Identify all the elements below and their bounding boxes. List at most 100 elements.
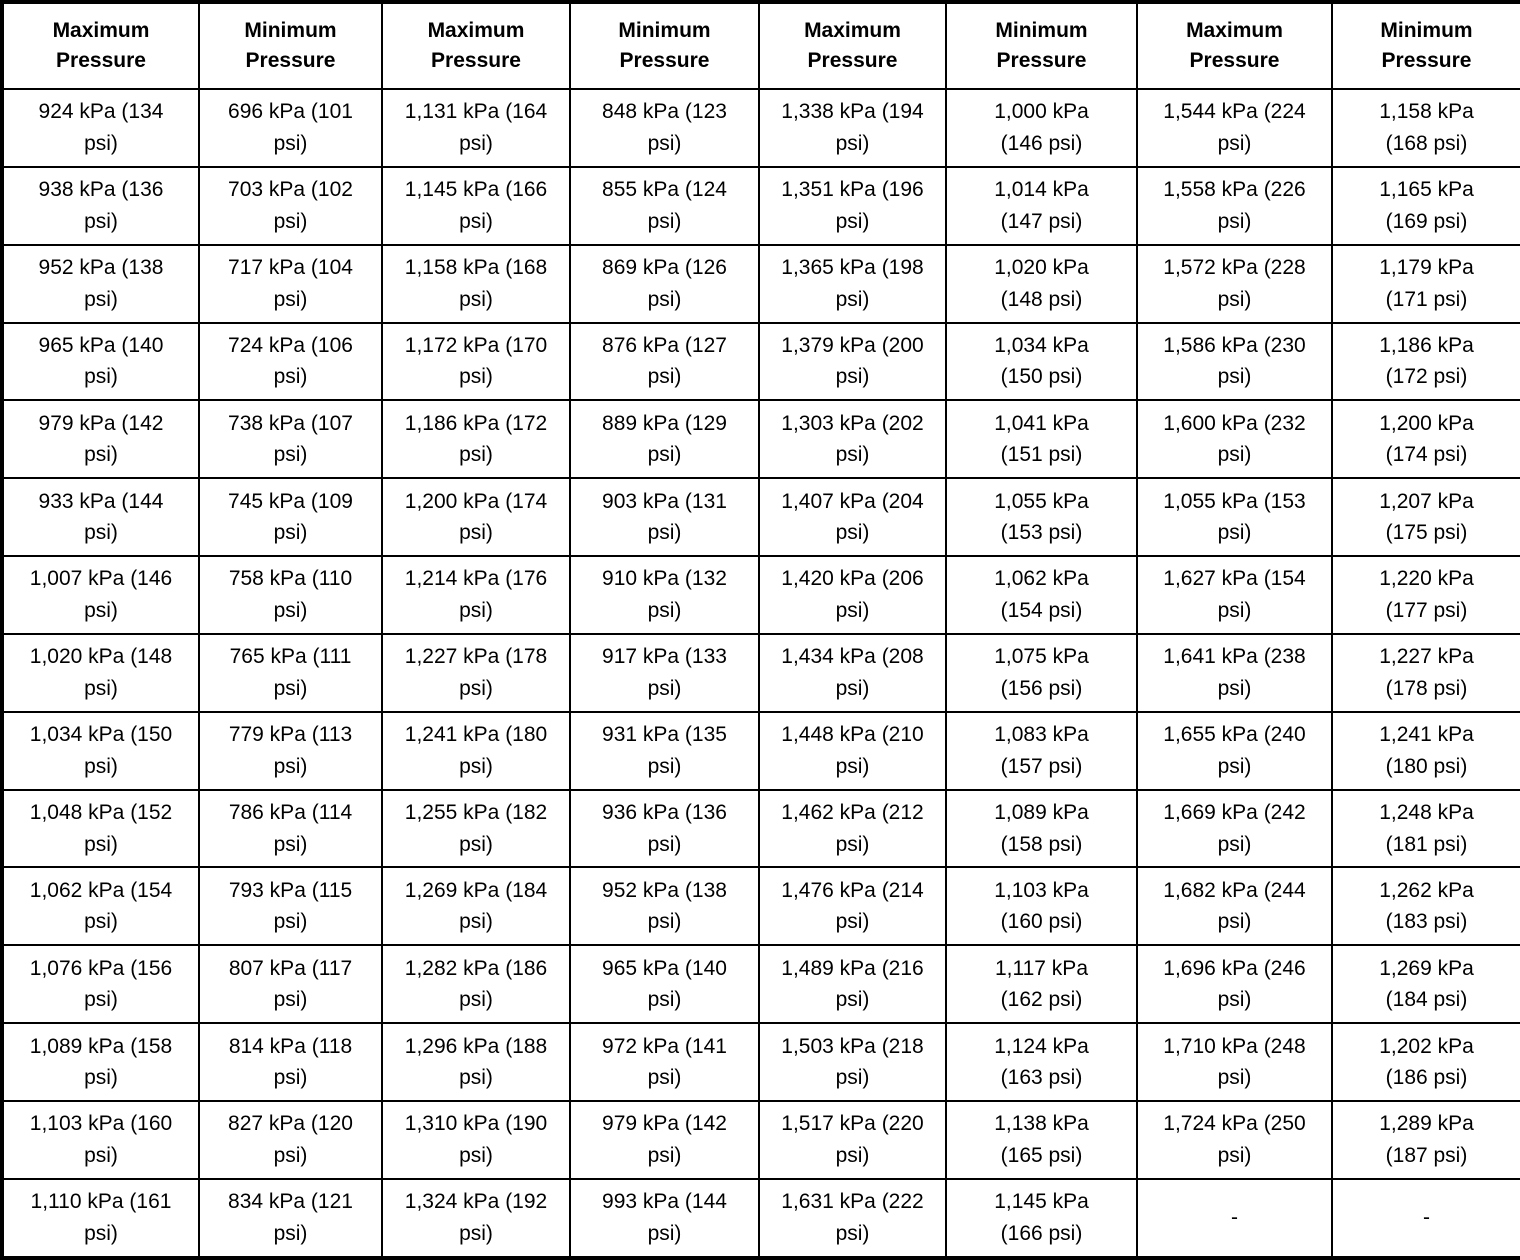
- header-row: Maximum Pressure Minimum Pressure Maximum …: [1, 1, 1520, 90]
- table-cell: 1,034 kPa (150 psi): [1, 710, 200, 791]
- table-cell: 1,289 kPa (187 psi): [1331, 1099, 1520, 1180]
- table-cell: 931 kPa (135 psi): [569, 710, 760, 791]
- table-cell: 827 kPa (120 psi): [198, 1099, 383, 1180]
- table-cell: 1,544 kPa (224 psi): [1136, 88, 1333, 168]
- table-cell: 1,220 kPa (177 psi): [1331, 555, 1520, 635]
- table-cell: 1,083 kPa (157 psi): [945, 710, 1138, 791]
- table-cell: 1,103 kPa (160 psi): [945, 866, 1138, 947]
- table-cell: 1,075 kPa (156 psi): [945, 632, 1138, 713]
- table-cell: 1,462 kPa (212 psi): [758, 788, 947, 869]
- table-cell: 1,007 kPa (146 psi): [1, 555, 200, 635]
- table-cell: 1,158 kPa (168 psi): [381, 243, 571, 324]
- table-cell: 972 kPa (141 psi): [569, 1022, 760, 1102]
- table-cell: 1,379 kPa (200 psi): [758, 321, 947, 402]
- table-cell: 1,145 kPa (166 psi): [945, 1177, 1138, 1260]
- table-cell: 1,262 kPa (183 psi): [1331, 866, 1520, 947]
- table-cell: -: [1136, 1177, 1333, 1260]
- table-cell: 1,014 kPa (147 psi): [945, 165, 1138, 246]
- table-cell: 1,200 kPa (174 psi): [1331, 399, 1520, 480]
- table-cell: 1,641 kPa (238 psi): [1136, 632, 1333, 713]
- table-cell: 1,420 kPa (206 psi): [758, 555, 947, 635]
- table-cell: 965 kPa (140 psi): [1, 321, 200, 402]
- header-cell: Maximum Pressure: [1, 1, 200, 90]
- table-cell: 1,089 kPa (158 psi): [1, 1022, 200, 1102]
- table-cell: 1,655 kPa (240 psi): [1136, 710, 1333, 791]
- table-cell: 1,600 kPa (232 psi): [1136, 399, 1333, 480]
- table-cell: 1,055 kPa (153 psi): [1136, 477, 1333, 558]
- table-cell: 1,248 kPa (181 psi): [1331, 788, 1520, 869]
- table-cell: 1,138 kPa (165 psi): [945, 1099, 1138, 1180]
- table-cell: 869 kPa (126 psi): [569, 243, 760, 324]
- table-cell: 1,669 kPa (242 psi): [1136, 788, 1333, 869]
- table-cell: 1,062 kPa (154 psi): [945, 555, 1138, 635]
- table-cell: 1,172 kPa (170 psi): [381, 321, 571, 402]
- table-cell: 1,682 kPa (244 psi): [1136, 866, 1333, 947]
- header-cell: Maximum Pressure: [1136, 1, 1333, 90]
- table-row: 1,007 kPa (146 psi) 758 kPa (110 psi) 1,21…: [1, 555, 1520, 635]
- table-cell: 703 kPa (102 psi): [198, 165, 383, 246]
- table-cell: 1,434 kPa (208 psi): [758, 632, 947, 713]
- table-cell: 1,303 kPa (202 psi): [758, 399, 947, 480]
- table-cell: -: [1331, 1177, 1520, 1260]
- table-cell: 848 kPa (123 psi): [569, 88, 760, 168]
- table-cell: 1,476 kPa (214 psi): [758, 866, 947, 947]
- table-cell: 1,282 kPa (186 psi): [381, 944, 571, 1025]
- table-cell: 807 kPa (117 psi): [198, 944, 383, 1025]
- table-cell: 936 kPa (136 psi): [569, 788, 760, 869]
- table-cell: 696 kPa (101 psi): [198, 88, 383, 168]
- table-cell: 1,062 kPa (154 psi): [1, 866, 200, 947]
- table-cell: 993 kPa (144 psi): [569, 1177, 760, 1260]
- table-cell: 1,351 kPa (196 psi): [758, 165, 947, 246]
- table-cell: 1,020 kPa (148 psi): [945, 243, 1138, 324]
- table-cell: 1,710 kPa (248 psi): [1136, 1022, 1333, 1102]
- table-cell: 1,202 kPa (186 psi): [1331, 1022, 1520, 1102]
- table-cell: 1,241 kPa (180 psi): [1331, 710, 1520, 791]
- table-cell: 1,631 kPa (222 psi): [758, 1177, 947, 1260]
- table-row: 979 kPa (142 psi) 738 kPa (107 psi) 1,186 …: [1, 399, 1520, 480]
- table-cell: 910 kPa (132 psi): [569, 555, 760, 635]
- table-cell: 952 kPa (138 psi): [569, 866, 760, 947]
- table-cell: 834 kPa (121 psi): [198, 1177, 383, 1260]
- table-row: 938 kPa (136 psi) 703 kPa (102 psi) 1,145 …: [1, 165, 1520, 246]
- table-cell: 717 kPa (104 psi): [198, 243, 383, 324]
- table-cell: 779 kPa (113 psi): [198, 710, 383, 791]
- table-cell: 758 kPa (110 psi): [198, 555, 383, 635]
- table-cell: 1,145 kPa (166 psi): [381, 165, 571, 246]
- table-cell: 1,207 kPa (175 psi): [1331, 477, 1520, 558]
- header-cell: Minimum Pressure: [1331, 1, 1520, 90]
- table-cell: 924 kPa (134 psi): [1, 88, 200, 168]
- table-cell: 1,103 kPa (160 psi): [1, 1099, 200, 1180]
- table-cell: 938 kPa (136 psi): [1, 165, 200, 246]
- table-cell: 1,227 kPa (178 psi): [381, 632, 571, 713]
- table-cell: 793 kPa (115 psi): [198, 866, 383, 947]
- table-row: 1,110 kPa (161 psi) 834 kPa (121 psi) 1,32…: [1, 1177, 1520, 1260]
- table-cell: 933 kPa (144 psi): [1, 477, 200, 558]
- table-cell: 1,158 kPa (168 psi): [1331, 88, 1520, 168]
- table-cell: 745 kPa (109 psi): [198, 477, 383, 558]
- header-cell: Maximum Pressure: [381, 1, 571, 90]
- table-cell: 1,324 kPa (192 psi): [381, 1177, 571, 1260]
- table-cell: 1,034 kPa (150 psi): [945, 321, 1138, 402]
- table-cell: 1,131 kPa (164 psi): [381, 88, 571, 168]
- table-cell: 1,296 kPa (188 psi): [381, 1022, 571, 1102]
- table-cell: 1,558 kPa (226 psi): [1136, 165, 1333, 246]
- table-cell: 1,241 kPa (180 psi): [381, 710, 571, 791]
- table-cell: 1,724 kPa (250 psi): [1136, 1099, 1333, 1180]
- table-cell: 1,365 kPa (198 psi): [758, 243, 947, 324]
- pressure-table-header: Maximum Pressure Minimum Pressure Maximum …: [1, 1, 1520, 90]
- header-cell: Minimum Pressure: [945, 1, 1138, 90]
- table-cell: 917 kPa (133 psi): [569, 632, 760, 713]
- table-cell: 1,124 kPa (163 psi): [945, 1022, 1138, 1102]
- header-cell: Minimum Pressure: [569, 1, 760, 90]
- table-cell: 1,269 kPa (184 psi): [1331, 944, 1520, 1025]
- table-row: 952 kPa (138 psi) 717 kPa (104 psi) 1,158 …: [1, 243, 1520, 324]
- table-cell: 1,407 kPa (204 psi): [758, 477, 947, 558]
- table-row: 1,103 kPa (160 psi) 827 kPa (120 psi) 1,31…: [1, 1099, 1520, 1180]
- table-cell: 965 kPa (140 psi): [569, 944, 760, 1025]
- table-cell: 1,489 kPa (216 psi): [758, 944, 947, 1025]
- table-cell: 738 kPa (107 psi): [198, 399, 383, 480]
- table-row: 1,089 kPa (158 psi) 814 kPa (118 psi) 1,29…: [1, 1022, 1520, 1102]
- table-cell: 1,117 kPa (162 psi): [945, 944, 1138, 1025]
- table-cell: 1,179 kPa (171 psi): [1331, 243, 1520, 324]
